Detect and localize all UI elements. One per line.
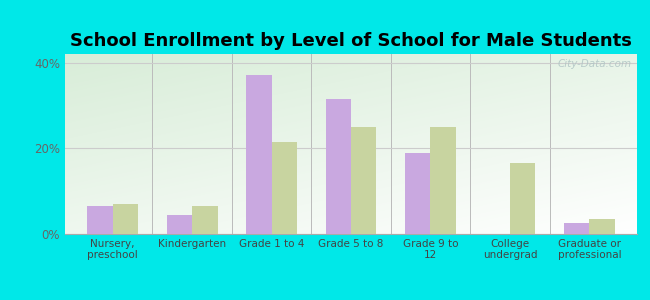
Bar [112,204,138,234]
Bar [564,223,590,234]
Bar [87,206,112,234]
Bar [272,142,297,234]
Bar [510,163,536,234]
Bar [326,99,351,234]
Bar [246,75,272,234]
Bar [192,206,218,234]
Bar [430,127,456,234]
Title: School Enrollment by Level of School for Male Students: School Enrollment by Level of School for… [70,32,632,50]
Bar [351,127,376,234]
Bar [405,153,430,234]
Bar [590,219,615,234]
Bar [166,215,192,234]
Text: City-Data.com: City-Data.com [557,59,631,69]
